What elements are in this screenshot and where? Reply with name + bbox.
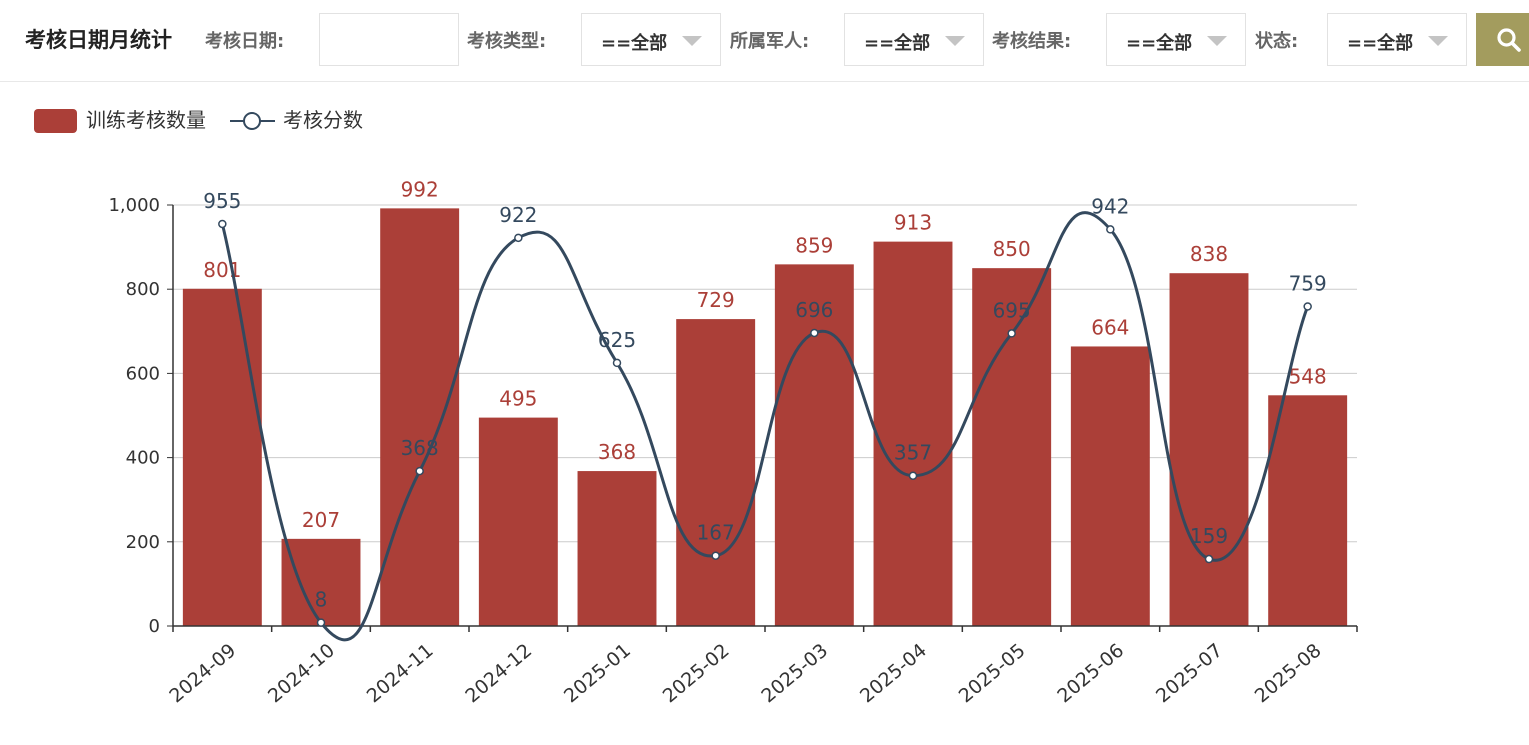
line-value-label: 695	[993, 298, 1031, 322]
line-point	[1106, 225, 1115, 234]
line-value-label: 368	[401, 436, 439, 460]
x-tick-label: 2025-08	[1251, 639, 1326, 707]
x-tick-label: 2024-10	[264, 639, 339, 707]
result-select[interactable]: ==全部	[1106, 13, 1246, 66]
bar-value-label: 207	[302, 508, 340, 532]
result-filter-label: 考核结果:	[992, 31, 1072, 52]
soldier-select[interactable]: ==全部	[844, 13, 984, 66]
legend-line-label: 考核分数	[283, 108, 363, 132]
x-tick-label: 2025-06	[1053, 639, 1128, 707]
x-tick-label: 2024-09	[165, 639, 240, 707]
legend-item-line[interactable]: 考核分数	[230, 106, 380, 134]
line-value-label: 625	[598, 328, 636, 352]
x-tick-label: 2025-07	[1152, 639, 1227, 707]
bar-value-label: 859	[795, 233, 833, 257]
search-button[interactable]	[1476, 13, 1529, 66]
x-tick-label: 2024-12	[461, 639, 536, 707]
line-value-label: 357	[894, 441, 932, 465]
line-value-label: 159	[1190, 524, 1228, 548]
filter-bar: 考核日期月统计 考核日期: 考核类型: ==全部 所属军人: ==全部 考核结果…	[0, 0, 1529, 82]
chevron-down-icon	[682, 36, 702, 46]
line-point	[415, 466, 424, 476]
line-value-label: 696	[795, 298, 833, 322]
bar	[676, 319, 756, 626]
bar-value-label: 913	[894, 211, 932, 235]
type-select[interactable]: ==全部	[581, 13, 721, 66]
line-value-label: 922	[499, 203, 537, 227]
y-tick-label: 200	[126, 532, 160, 553]
x-tick-label: 2024-11	[363, 639, 438, 707]
bar-value-label: 548	[1289, 364, 1327, 388]
legend-bar-label: 训练考核数量	[86, 108, 206, 132]
line-point	[1007, 329, 1016, 338]
chevron-down-icon	[945, 36, 965, 46]
line-point	[810, 328, 819, 338]
soldier-select-value: ==全部	[864, 33, 931, 54]
bar	[182, 288, 262, 626]
bar-value-label: 368	[598, 440, 636, 464]
status-filter-label: 状态:	[1255, 31, 1299, 52]
type-select-value: ==全部	[601, 33, 668, 54]
result-select-value: ==全部	[1126, 33, 1193, 54]
y-tick-label: 400	[126, 448, 160, 469]
x-tick-label: 2025-01	[560, 639, 635, 707]
x-tick-label: 2025-05	[955, 639, 1030, 707]
x-tick-label: 2025-03	[757, 639, 832, 707]
legend-line-swatch	[230, 112, 275, 130]
status-select-value: ==全部	[1347, 33, 1414, 54]
page-title: 考核日期月统计	[25, 28, 172, 52]
bar	[281, 538, 361, 626]
y-tick-label: 800	[126, 279, 160, 300]
chevron-down-icon	[1428, 36, 1448, 46]
x-tick-label: 2025-04	[856, 639, 931, 707]
bar	[577, 471, 657, 626]
bar	[1169, 273, 1249, 626]
line-point	[612, 358, 622, 368]
bar-line-chart: 0 200 400 600 800 1,000 2024-09 2024-10 2024-11 2…	[108, 177, 1358, 707]
bar	[380, 208, 460, 627]
bar	[774, 264, 854, 626]
legend-item-bar[interactable]: 训练考核数量	[34, 106, 224, 134]
bar	[1070, 346, 1150, 626]
line-point	[316, 618, 326, 627]
soldier-filter-label: 所属军人:	[730, 31, 810, 52]
y-tick-label: 0	[149, 616, 160, 637]
status-select[interactable]: ==全部	[1327, 13, 1467, 66]
line-value-label: 8	[315, 588, 328, 612]
bar-value-label: 838	[1190, 242, 1228, 266]
bar-value-label: 992	[401, 177, 439, 201]
bar	[873, 241, 953, 626]
line-point	[218, 219, 227, 229]
chevron-down-icon	[1207, 36, 1227, 46]
line-point	[514, 233, 523, 243]
date-filter-label: 考核日期:	[205, 31, 285, 52]
bar-value-label: 664	[1091, 315, 1129, 339]
line-value-label: 955	[203, 189, 241, 213]
legend-bar-swatch	[34, 109, 77, 133]
line-point	[1303, 302, 1312, 311]
search-icon	[1497, 28, 1521, 52]
line-point	[908, 471, 918, 480]
line-value-label: 759	[1289, 271, 1327, 295]
line-point	[711, 551, 720, 560]
bar	[972, 268, 1052, 626]
score-line	[220, 211, 1310, 642]
bar-value-label: 729	[697, 288, 735, 312]
x-tick-label: 2025-02	[659, 639, 734, 707]
date-input[interactable]	[319, 13, 459, 66]
bar	[1268, 395, 1348, 626]
bar-value-label: 801	[203, 258, 241, 282]
line-value-label: 167	[697, 521, 735, 545]
type-filter-label: 考核类型:	[467, 31, 547, 52]
y-tick-label: 1,000	[108, 195, 160, 216]
line-point	[1204, 554, 1214, 564]
bar-value-label: 495	[499, 387, 537, 411]
line-value-label: 942	[1091, 194, 1129, 218]
bar-value-label: 850	[993, 237, 1031, 261]
y-tick-label: 600	[126, 363, 160, 384]
bar	[478, 417, 558, 626]
